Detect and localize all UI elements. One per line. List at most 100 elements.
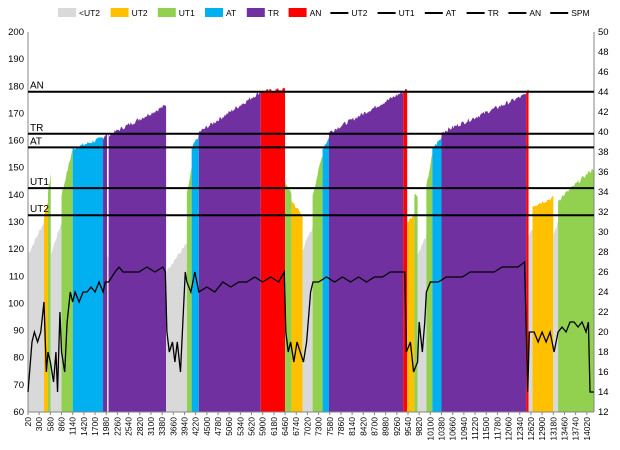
x-tick-label: 7580 (325, 417, 335, 436)
x-tick-label: 1420 (79, 417, 89, 436)
legend-item-10: AN (508, 8, 541, 18)
hr-area-tr-6 (103, 132, 108, 412)
x-tick-label: 10100 (425, 417, 435, 441)
y-right-tick-label: 50 (598, 27, 609, 38)
x-tick-label: 6180 (269, 417, 279, 436)
legend-label: UT2 (351, 8, 367, 18)
hr-area-tr-26 (441, 94, 527, 413)
y-right-tick-label: 26 (598, 267, 609, 278)
y-left-tick-label: 70 (13, 380, 24, 391)
x-tick-label: 9260 (392, 417, 402, 436)
legend-item-7: UT1 (377, 8, 415, 18)
legend-swatch (110, 8, 129, 17)
y-right-tick-label: 40 (598, 127, 609, 138)
y-right-tick-label: 18 (598, 347, 609, 358)
hr-area-lt-ut2-0 (28, 221, 44, 412)
hr-area-an-20 (403, 88, 408, 412)
legend-item-3: AT (205, 8, 236, 18)
y-left-tick-label: 140 (8, 190, 24, 201)
x-tick-label: 11220 (470, 417, 480, 440)
y-right-tick-label: 38 (598, 147, 609, 158)
x-tick-label: 8140 (347, 417, 357, 436)
legend-item-2: UT1 (157, 8, 195, 18)
x-tick-label: 10660 (448, 417, 458, 441)
hr-area-lt-ut2-9 (166, 243, 187, 412)
threshold-label-an: AN (30, 81, 44, 92)
y-right-tick-label: 34 (598, 187, 609, 198)
legend-item-0: <UT2 (58, 8, 100, 18)
hr-area-lt-ut2-16 (302, 225, 313, 412)
x-tick-label: 3660 (168, 417, 178, 436)
x-tick-label: 13740 (571, 417, 581, 441)
x-tick-label: 6740 (291, 417, 301, 436)
x-tick-label: 7860 (336, 417, 346, 436)
x-tick-label: 5900 (258, 417, 268, 436)
x-tick-label: 4220 (191, 417, 201, 436)
x-tick-label: 6460 (280, 417, 290, 436)
x-tick-label: 10380 (437, 417, 447, 441)
y-right-tick-label: 36 (598, 167, 609, 178)
legend-label: UT2 (132, 8, 148, 18)
x-tick-label: 9540 (403, 417, 413, 436)
hr-area-tr-12 (198, 92, 261, 412)
x-tick-label: 9820 (414, 417, 424, 436)
legend-item-9: TR (466, 8, 499, 18)
hr-area-ut1-22 (414, 193, 418, 412)
y-right-tick-label: 14 (598, 387, 609, 398)
legend-label: <UT2 (79, 8, 100, 18)
hr-area-tr-8 (108, 104, 167, 413)
y-left-tick-label: 160 (8, 136, 24, 147)
y-right-tick-label: 20 (598, 327, 609, 338)
legend-label: AT (446, 8, 456, 18)
x-tick-label: 12340 (515, 417, 525, 441)
y-right-tick-label: 42 (598, 107, 609, 118)
x-tick-label: 5060 (224, 417, 234, 436)
hr-area-an-13 (260, 87, 286, 413)
x-tick-label: 8420 (358, 417, 368, 436)
legend-item-6: UT2 (330, 8, 368, 18)
y-left-tick-label: 180 (8, 81, 24, 92)
x-tick-label: 4780 (213, 417, 223, 436)
hr-area-ut1-17 (312, 156, 323, 412)
y-left-tick-label: 120 (8, 244, 24, 255)
legend-item-5: AN (288, 8, 321, 18)
threshold-lines: UT2 UT1 AT TR AN (28, 81, 594, 217)
legend-item-8: AT (424, 8, 456, 18)
legend-swatch (58, 8, 76, 17)
x-tick-label: 12620 (526, 417, 536, 441)
legend-swatch (205, 8, 223, 17)
hr-zone-areas (28, 87, 594, 413)
y-right-tick-label: 30 (598, 227, 609, 238)
x-tick-label: 11780 (492, 417, 502, 440)
y-left-tick-label: 170 (8, 108, 24, 119)
x-tick-label: 2820 (135, 417, 145, 436)
legend-label: AT (226, 8, 236, 18)
hr-area-ut2-15 (291, 201, 303, 412)
y-left-tick-label: 100 (8, 298, 24, 309)
legend-swatch (246, 8, 265, 17)
legend-item-4: TR (246, 8, 279, 18)
x-tick-label: 4500 (202, 417, 212, 436)
threshold-label-at: AT (30, 136, 42, 147)
y-right-tick-label: 46 (598, 67, 609, 78)
hr-area-at-5 (72, 137, 104, 412)
y-left-tick-label: 110 (9, 271, 24, 282)
x-tick-label: 3940 (179, 417, 189, 436)
hr-area-ut2-21 (407, 215, 415, 412)
x-tick-label: 10940 (459, 417, 469, 441)
hr-area-lt-ut2-7 (107, 256, 109, 412)
x-tick-label: 13460 (559, 417, 569, 441)
legend-label: TR (488, 8, 499, 18)
legend-swatch (157, 8, 176, 17)
x-tick-label: 14020 (582, 417, 592, 441)
threshold-label-ut2: UT2 (30, 204, 49, 215)
hr-area-ut2-29 (532, 195, 554, 412)
hr-area-lt-ut2-28 (528, 228, 533, 412)
y-right-tick-label: 24 (598, 287, 609, 298)
threshold-label-ut1: UT1 (30, 177, 49, 188)
x-tick-label: 3100 (146, 417, 156, 436)
legend-label: TR (268, 8, 279, 18)
x-tick-label: 580 (45, 417, 55, 431)
x-tick-label: 300 (34, 417, 44, 431)
